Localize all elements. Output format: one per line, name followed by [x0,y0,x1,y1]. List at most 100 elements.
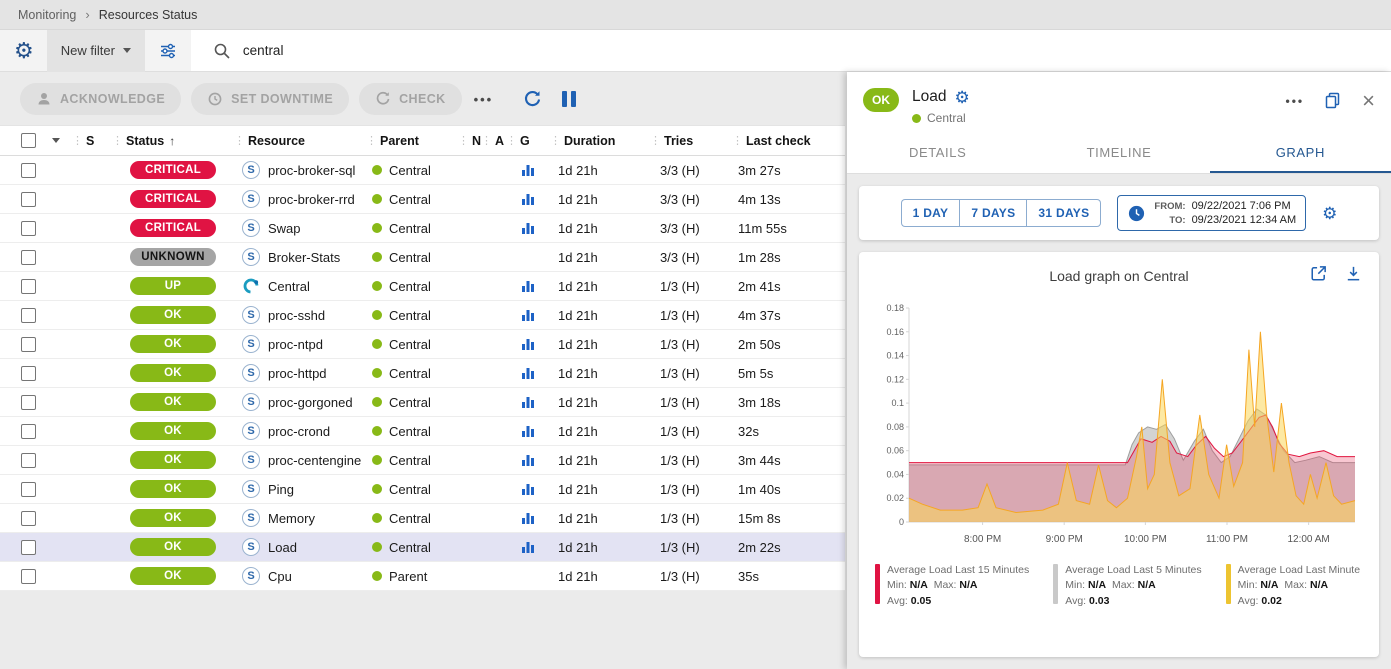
close-panel-icon[interactable]: × [1362,88,1375,113]
tune-filter-icon[interactable] [159,42,177,60]
row-checkbox[interactable] [21,191,36,207]
col-header-resource[interactable]: ⋮ Resource [234,133,305,148]
resource-name[interactable]: proc-ntpd [268,336,323,352]
select-all-caret-icon[interactable] [52,138,60,143]
resource-name[interactable]: proc-broker-sql [268,162,356,178]
parent-name[interactable]: Central [389,539,431,555]
row-checkbox[interactable] [21,394,36,410]
row-checkbox[interactable] [21,249,36,265]
col-header-severity[interactable]: ⋮ S [72,133,95,148]
resource-name[interactable]: Central [268,278,310,294]
resource-name[interactable]: Swap [268,220,301,236]
select-all-checkbox[interactable] [21,133,36,148]
parent-name[interactable]: Central [389,307,431,323]
graph-icon[interactable] [520,191,536,207]
table-row[interactable]: CRITICAL S Swap Central 1d 21h 3/3 (H) 11m 55s [0,214,845,243]
download-icon[interactable] [1344,264,1363,283]
resource-name[interactable]: proc-gorgoned [268,394,353,410]
parent-name[interactable]: Central [389,423,431,439]
parent-name[interactable]: Central [389,191,431,207]
graph-settings-gear-icon[interactable]: ⚙ [1322,203,1338,223]
col-header-tries[interactable]: ⋮ Tries [650,133,694,148]
graph-icon[interactable] [520,481,536,497]
graph-icon[interactable] [520,220,536,236]
row-checkbox[interactable] [21,220,36,236]
refresh-icon[interactable] [523,90,542,109]
graph-icon[interactable] [520,394,536,410]
row-checkbox[interactable] [21,539,36,555]
set-downtime-button[interactable]: SET DOWNTIME [191,83,350,115]
graph-icon[interactable] [520,307,536,323]
col-header-parent[interactable]: ⋮ Parent [366,133,419,148]
resource-name[interactable]: Cpu [268,568,292,584]
new-filter-dropdown[interactable]: New filter [46,29,145,72]
col-header-graph[interactable]: ⋮ G [506,133,530,148]
breadcrumb-resources-status[interactable]: Resources Status [98,7,198,22]
graph-icon[interactable] [520,365,536,381]
parent-name[interactable]: Central [389,162,431,178]
resource-name[interactable]: Memory [268,510,315,526]
graph-icon[interactable] [520,452,536,468]
row-checkbox[interactable] [21,481,36,497]
table-row[interactable]: UNKNOWN S Broker-Stats Central 1d 21h 3/3 (H)… [0,243,845,272]
parent-name[interactable]: Central [389,452,431,468]
resource-name[interactable]: Load [268,539,297,555]
open-in-new-icon[interactable] [1309,264,1328,283]
time-range-1day-button[interactable]: 1 DAY [900,199,961,227]
parent-name[interactable]: Central [389,365,431,381]
resource-name[interactable]: proc-httpd [268,365,327,381]
row-checkbox[interactable] [21,568,36,584]
panel-parent-name[interactable]: Central [927,111,966,125]
parent-name[interactable]: Central [389,481,431,497]
more-actions-button[interactable]: ••• [473,91,494,107]
parent-name[interactable]: Central [389,510,431,526]
row-checkbox[interactable] [21,336,36,352]
resource-name[interactable]: Ping [268,481,295,497]
resource-name[interactable]: proc-crond [268,423,331,439]
load-chart[interactable]: 0 0.02 0.04 0.06 0.08 0.1 0.12 0.14 0.16 0.18 8:00… [873,298,1369,550]
graph-icon[interactable] [520,278,536,294]
col-header-last-check[interactable]: ⋮ Last check [732,133,811,148]
row-checkbox[interactable] [21,365,36,381]
graph-icon[interactable] [520,423,536,439]
col-header-ack[interactable]: ⋮ A [481,133,505,148]
parent-name[interactable]: Central [389,394,431,410]
copy-link-icon[interactable] [1324,92,1342,110]
resource-name[interactable]: Broker-Stats [268,249,341,265]
row-checkbox[interactable] [21,307,36,323]
row-checkbox[interactable] [21,510,36,526]
pause-icon[interactable] [562,91,577,107]
row-checkbox[interactable] [21,452,36,468]
table-row[interactable]: OK S Memory Central 1d 21h 1/3 (H) 15m 8s [0,504,845,533]
parent-name[interactable]: Central [389,278,431,294]
parent-name[interactable]: Central [389,336,431,352]
col-header-duration[interactable]: ⋮ Duration [550,133,616,148]
resource-name[interactable]: proc-sshd [268,307,326,323]
parent-name[interactable]: Parent [389,568,428,584]
settings-gear-icon[interactable]: ⚙ [14,37,34,63]
legend-item[interactable]: Average Load Last Minute Min: N/A Max: N/… [1225,564,1360,610]
parent-name[interactable]: Central [389,249,431,265]
acknowledge-button[interactable]: ACKNOWLEDGE [20,83,182,115]
table-row[interactable]: OK S Cpu Parent 1d 21h 1/3 (H) 35s [0,562,845,591]
graph-icon[interactable] [520,336,536,352]
legend-item[interactable]: Average Load Last 15 Minutes Min: N/A Max… [875,564,1029,610]
table-row[interactable]: UP Central Central 1d 21h 1/3 (H) 2m 41s [0,272,845,301]
col-header-notification[interactable]: ⋮ N [458,133,482,148]
graph-icon[interactable] [520,162,536,178]
resource-name[interactable]: proc-centengine [268,452,362,468]
tab-details[interactable]: DETAILS [908,145,967,160]
search-input[interactable] [242,43,643,58]
graph-icon[interactable] [520,510,536,526]
resource-name[interactable]: proc-broker-rrd [268,191,355,207]
time-range-31days-button[interactable]: 31 DAYS [1026,199,1102,227]
row-checkbox[interactable] [21,162,36,178]
